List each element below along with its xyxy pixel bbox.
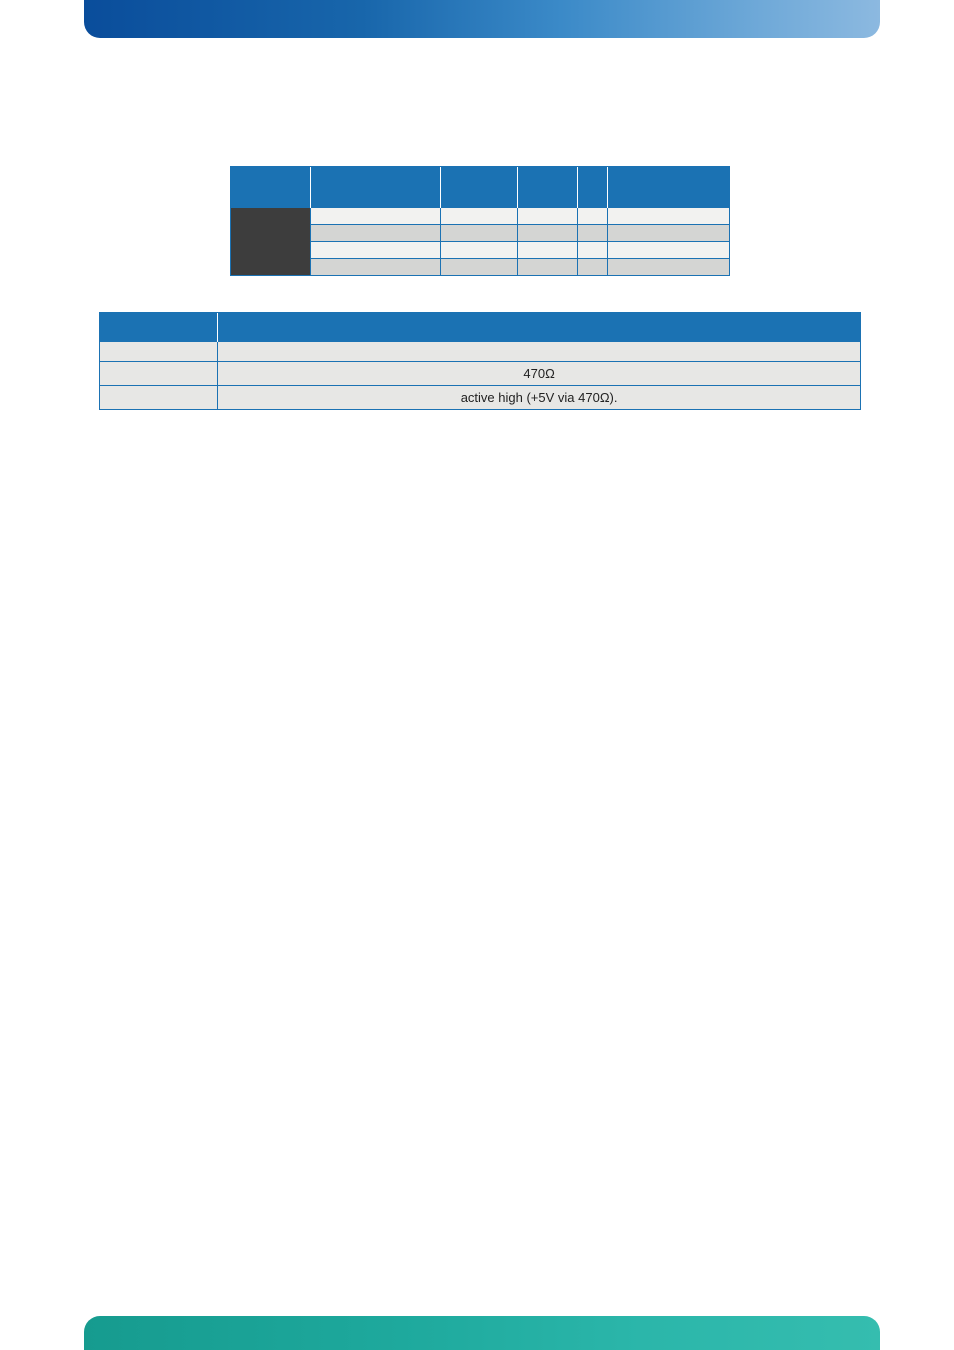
spec-th-2	[311, 167, 440, 207]
signal-th-1	[100, 313, 218, 341]
signal-table-outer: 470Ω active high (+5V via 470Ω).	[99, 312, 861, 410]
table-cell	[440, 224, 518, 241]
table-cell	[311, 224, 440, 241]
footer-banner	[84, 1316, 880, 1350]
signal-th-2	[218, 313, 860, 341]
table-row	[231, 207, 729, 224]
spec-th-6	[607, 167, 729, 207]
table-cell	[518, 241, 578, 258]
table-cell: active high (+5V via 470Ω).	[218, 385, 860, 409]
table-cell	[578, 241, 608, 258]
spec-th-1	[231, 167, 311, 207]
spec-th-4	[518, 167, 578, 207]
page: 470Ω active high (+5V via 470Ω).	[0, 0, 954, 1350]
spec-th-3	[440, 167, 518, 207]
table-cell	[440, 258, 518, 275]
table-cell	[578, 207, 608, 224]
spec-row-group	[231, 207, 311, 275]
table-cell	[100, 385, 218, 409]
table-cell	[578, 258, 608, 275]
header-banner	[84, 0, 880, 38]
spec-table	[231, 167, 729, 275]
table-row: active high (+5V via 470Ω).	[100, 385, 860, 409]
spec-th-5	[578, 167, 608, 207]
spec-table-header-row	[231, 167, 729, 207]
table-cell	[100, 361, 218, 385]
table-cell	[607, 224, 729, 241]
table-cell: 470Ω	[218, 361, 860, 385]
table-cell	[440, 241, 518, 258]
table-cell	[518, 224, 578, 241]
table-cell	[440, 207, 518, 224]
table-cell	[607, 258, 729, 275]
signal-table: 470Ω active high (+5V via 470Ω).	[100, 313, 860, 409]
table-cell	[100, 341, 218, 361]
table-row	[100, 341, 860, 361]
table-cell	[311, 258, 440, 275]
table-cell	[311, 207, 440, 224]
table-cell	[607, 207, 729, 224]
spec-table-outer	[230, 166, 730, 276]
signal-table-header-row	[100, 313, 860, 341]
table-cell	[311, 241, 440, 258]
table-cell	[578, 224, 608, 241]
table-cell	[607, 241, 729, 258]
table-cell	[218, 341, 860, 361]
table-cell	[518, 207, 578, 224]
table-row: 470Ω	[100, 361, 860, 385]
table-cell	[518, 258, 578, 275]
